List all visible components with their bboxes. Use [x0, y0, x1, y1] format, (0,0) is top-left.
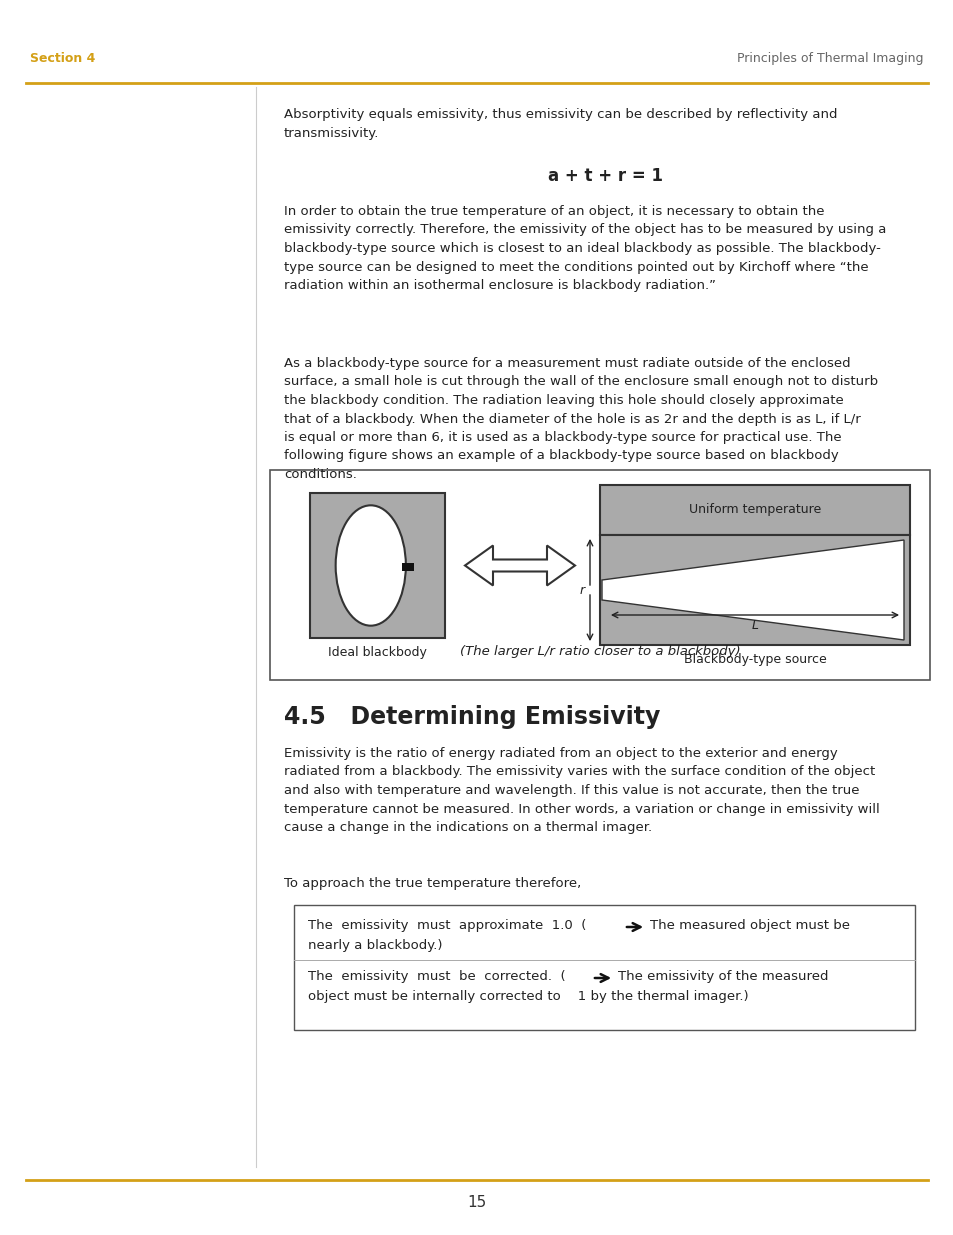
Text: The  emissivity  must  approximate  1.0  (: The emissivity must approximate 1.0 ( — [308, 919, 586, 932]
Bar — [401, 563, 414, 572]
Text: The  emissivity  must  be  corrected.  (: The emissivity must be corrected. ( — [308, 969, 565, 983]
Bar — [270, 471, 929, 680]
Text: In order to obtain the true temperature of an object, it is necessary to obtain : In order to obtain the true temperature … — [284, 205, 885, 291]
Text: 4.5   Determining Emissivity: 4.5 Determining Emissivity — [284, 705, 659, 729]
Text: The emissivity of the measured: The emissivity of the measured — [618, 969, 827, 983]
Text: (The larger L/r ratio closer to a blackbody): (The larger L/r ratio closer to a blackb… — [459, 645, 740, 658]
Text: Section 4: Section 4 — [30, 52, 95, 65]
Text: a + t + r = 1: a + t + r = 1 — [548, 167, 662, 185]
Text: r: r — [579, 583, 584, 597]
Text: Blackbody-type source: Blackbody-type source — [683, 653, 825, 666]
Ellipse shape — [335, 505, 405, 626]
Polygon shape — [464, 546, 575, 585]
Bar — [599, 535, 909, 645]
Bar — [310, 493, 444, 638]
Text: Emissivity is the ratio of energy radiated from an object to the exterior and en: Emissivity is the ratio of energy radiat… — [284, 747, 879, 834]
Text: Principles of Thermal Imaging: Principles of Thermal Imaging — [737, 52, 923, 65]
Polygon shape — [601, 540, 903, 640]
Text: nearly a blackbody.): nearly a blackbody.) — [308, 939, 442, 952]
Text: As a blackbody-type source for a measurement must radiate outside of the enclose: As a blackbody-type source for a measure… — [284, 357, 877, 480]
Text: The measured object must be: The measured object must be — [649, 919, 849, 932]
Text: Ideal blackbody: Ideal blackbody — [328, 646, 427, 659]
Text: object must be internally corrected to    1 by the thermal imager.): object must be internally corrected to 1… — [308, 990, 748, 1003]
Text: L: L — [751, 619, 758, 632]
Bar — [599, 485, 909, 535]
Bar — [294, 905, 914, 1030]
Text: Absorptivity equals emissivity, thus emissivity can be described by reflectivity: Absorptivity equals emissivity, thus emi… — [284, 107, 837, 140]
Text: To approach the true temperature therefore,: To approach the true temperature therefo… — [284, 877, 580, 890]
Text: Uniform temperature: Uniform temperature — [688, 504, 821, 516]
Text: 15: 15 — [467, 1195, 486, 1210]
